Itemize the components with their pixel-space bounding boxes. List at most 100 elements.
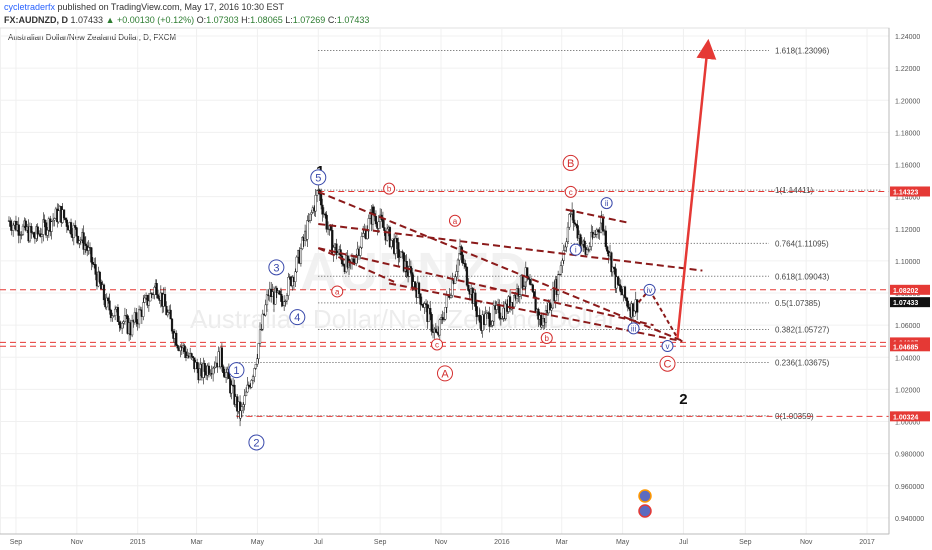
candle (557, 274, 560, 295)
wave-text: 5 (315, 172, 321, 184)
candle (72, 225, 75, 238)
author-name[interactable]: cycletraderfx (4, 2, 56, 12)
wave-label[interactable]: b (540, 332, 553, 345)
wave-label[interactable]: c (564, 185, 577, 198)
candle (108, 300, 111, 311)
candle (451, 280, 454, 296)
close-value: 1.07433 (336, 15, 370, 25)
candle (94, 264, 97, 275)
candle (190, 353, 193, 357)
candle (175, 332, 178, 346)
candle (150, 293, 153, 295)
candle (183, 345, 186, 352)
candle (435, 331, 439, 333)
candle (251, 376, 255, 381)
wave-label[interactable]: b (383, 182, 396, 195)
candle (261, 313, 264, 330)
candle (429, 308, 432, 315)
wave-label[interactable]: v (661, 340, 674, 353)
wave-circle (436, 365, 453, 382)
candle (62, 209, 66, 219)
candle (146, 295, 149, 306)
wave-label[interactable]: ii (600, 197, 613, 210)
candle (76, 235, 80, 244)
candle (203, 363, 206, 372)
projection-segment[interactable] (648, 289, 679, 339)
wave-text: v (665, 342, 669, 351)
wave-circle (562, 154, 579, 171)
candle (222, 366, 225, 374)
candle (454, 276, 457, 284)
price-badge-label: 1.08202 (893, 288, 918, 295)
candle (239, 410, 242, 419)
candle (411, 272, 414, 287)
candle (390, 240, 393, 247)
candle (64, 217, 67, 221)
projection-segment[interactable] (637, 289, 651, 303)
wave-label[interactable]: A (436, 365, 453, 382)
candle (169, 309, 172, 320)
candle (372, 206, 375, 214)
candle (98, 271, 101, 283)
change-arrow-icon: ▲ (105, 15, 115, 25)
event-icon[interactable] (638, 504, 652, 518)
candle (434, 328, 437, 333)
candle (540, 325, 543, 328)
wave-label[interactable]: 4 (289, 309, 306, 326)
candle (604, 230, 607, 247)
candle (287, 277, 290, 296)
candle (79, 239, 82, 241)
candle (464, 263, 467, 268)
candle (513, 295, 516, 307)
candle (355, 255, 358, 264)
candle (401, 251, 404, 253)
trendline[interactable] (317, 247, 395, 283)
wave-label[interactable]: 2 (248, 434, 265, 451)
y-tick-label: 0.960000 (895, 484, 924, 491)
wave-circle (310, 169, 327, 186)
wave-label[interactable]: iii (627, 322, 640, 335)
candle (280, 293, 283, 302)
publisher-line: cycletraderfx published on TradingView.c… (4, 2, 284, 12)
wave-circle (627, 322, 640, 335)
projection-arrow[interactable] (676, 38, 717, 339)
high-value: 1.08065 (250, 15, 283, 25)
candle (118, 321, 121, 326)
trendline[interactable] (318, 222, 703, 272)
candle (366, 230, 369, 239)
trendline[interactable] (318, 247, 654, 327)
wave-label[interactable]: i (569, 243, 582, 256)
close-label: C: (327, 15, 337, 25)
wave-label[interactable]: iv (643, 283, 656, 296)
wave-label[interactable]: B (562, 154, 579, 171)
candle (165, 305, 168, 316)
y-tick-label: 1.24000 (895, 34, 920, 41)
candle (397, 242, 400, 258)
wave-label[interactable]: C (659, 355, 676, 372)
wave-label[interactable]: a (448, 214, 461, 227)
wave-circle (228, 362, 245, 379)
event-icons[interactable] (638, 489, 652, 518)
candle (295, 256, 298, 272)
event-icon[interactable] (638, 489, 652, 503)
candle (111, 315, 114, 319)
wave-label[interactable]: 1 (228, 362, 245, 379)
y-tick-label: 1.20000 (895, 98, 920, 105)
candle (449, 295, 453, 298)
candle (257, 343, 260, 359)
wave-label[interactable]: a (331, 285, 344, 298)
candle (319, 194, 323, 206)
y-tick-label: 0.980000 (895, 452, 924, 459)
x-tick-label: 2017 (859, 539, 875, 546)
candle (427, 308, 430, 322)
wave-circle (289, 309, 306, 326)
candle (135, 312, 138, 323)
wave-label[interactable]: 3 (268, 259, 285, 276)
wave-label[interactable]: 2 (679, 391, 687, 408)
wave-circle (268, 259, 285, 276)
trendline[interactable] (388, 282, 683, 343)
wave-circle (248, 434, 265, 451)
wave-label[interactable]: 5 (310, 169, 327, 186)
wave-label[interactable]: c (431, 338, 444, 351)
